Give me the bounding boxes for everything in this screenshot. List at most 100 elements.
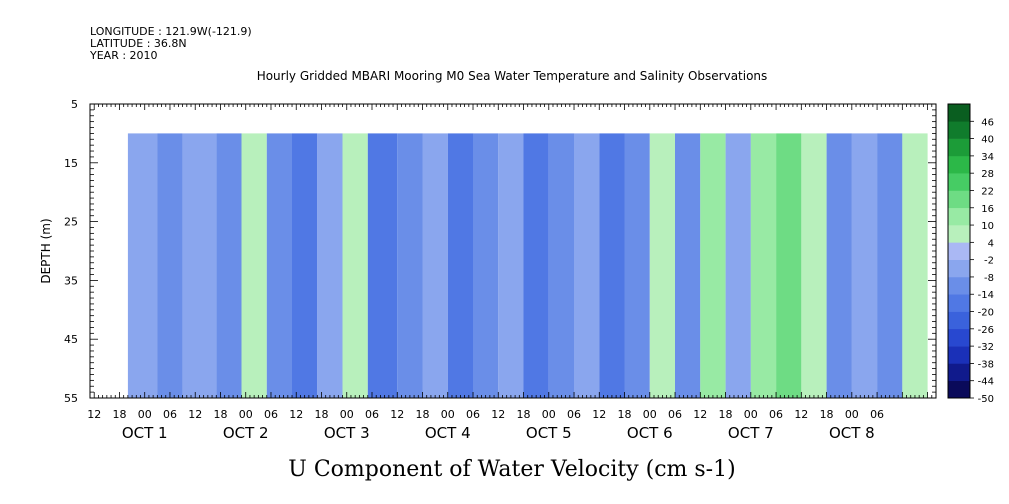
- heatmap-band: [725, 133, 751, 398]
- x-tick-label: 18: [213, 408, 227, 421]
- heatmap-band: [675, 133, 701, 398]
- colorbar-swatch: [948, 225, 970, 243]
- x-tick-label: 12: [390, 408, 404, 421]
- x-tick-label: 06: [870, 408, 884, 421]
- x-date-label: OCT 7: [728, 424, 774, 442]
- x-tick-label: 00: [845, 408, 859, 421]
- x-date-label: OCT 4: [425, 424, 471, 442]
- heatmap-band: [266, 133, 293, 398]
- colorbar-swatch: [948, 294, 970, 312]
- x-date-label: OCT 1: [122, 424, 168, 442]
- colorbar-label: -44: [978, 377, 994, 388]
- heatmap-band: [182, 133, 217, 398]
- x-tick-label: 12: [289, 408, 303, 421]
- y-tick-label: 15: [64, 157, 78, 170]
- x-tick-label: 00: [340, 408, 354, 421]
- heatmap-band: [342, 133, 368, 398]
- x-tick-label: 00: [643, 408, 657, 421]
- heatmap-band: [877, 133, 903, 398]
- x-tick-label: 12: [693, 408, 707, 421]
- colorbar-swatch: [948, 328, 970, 347]
- colorbar-swatch: [948, 121, 970, 139]
- x-tick-label: 06: [466, 408, 480, 421]
- colorbar-label: -2: [984, 256, 994, 267]
- x-tick-labels: 12 18 00 06 12 18 00 06 12 18 00 06 12 18 00 06 12 18 00 06…: [87, 408, 884, 421]
- heatmap-band: [498, 133, 524, 398]
- colorbar-label: -38: [978, 359, 994, 370]
- x-tick-label: 00: [138, 408, 152, 421]
- x-date-label: OCT 6: [627, 424, 673, 442]
- colorbar-swatch: [948, 259, 970, 278]
- x-tick-label: 06: [668, 408, 682, 421]
- y-axis-label: DEPTH (m): [39, 218, 53, 283]
- colorbar-label: 34: [981, 152, 994, 163]
- colorbar-frame: [947, 103, 971, 399]
- x-tick-label: 18: [618, 408, 632, 421]
- x-tick-label: 06: [264, 408, 278, 421]
- colorbar-swatch: [948, 363, 970, 381]
- heatmap-band: [216, 133, 242, 398]
- x-tick-label: 06: [365, 408, 379, 421]
- x-date-label: OCT 8: [829, 424, 875, 442]
- heatmap-band: [447, 133, 474, 398]
- x-axis-label: U Component of Water Velocity (cm s-1): [288, 457, 735, 482]
- colorbar-swatch: [948, 155, 970, 174]
- x-date-labels: OCT 1 OCT 2 OCT 3 OCT 4 OCT 5 OCT 6 OCT 7 OCT 8: [122, 424, 875, 442]
- colorbar-swatch: [948, 173, 970, 191]
- x-tick-label: 00: [542, 408, 556, 421]
- year-label: YEAR : 2010: [89, 49, 158, 62]
- colorbar-swatch: [948, 242, 970, 260]
- heatmap-band: [700, 133, 726, 398]
- colorbar-label: -8: [984, 273, 994, 284]
- x-tick-label: 12: [794, 408, 808, 421]
- y-tick-label: 5: [71, 98, 78, 111]
- heatmap-band: [776, 133, 802, 398]
- heatmap-band: [473, 133, 499, 398]
- heatmap-band: [750, 133, 777, 398]
- colorbar-label: 16: [981, 204, 994, 215]
- colorbar-label: -32: [978, 342, 994, 353]
- heatmap-band: [851, 133, 878, 398]
- y-tick-labels: 5 15 25 35 45 55: [64, 98, 78, 405]
- heatmap-band: [397, 133, 423, 398]
- heatmap-band: [826, 133, 852, 398]
- colorbar-swatch: [948, 311, 970, 330]
- heatmap-band: [127, 133, 158, 398]
- colorbar-swatch: [948, 380, 970, 399]
- heatmap-band: [241, 133, 267, 398]
- colorbar-label: -14: [978, 290, 994, 301]
- colorbar-label: 28: [981, 169, 994, 180]
- x-tick-label: 12: [592, 408, 606, 421]
- heatmap-band: [801, 133, 827, 398]
- heatmap-field: [127, 133, 928, 398]
- latitude-label: LATITUDE : 36.8N: [90, 37, 187, 50]
- x-tick-label: 12: [87, 408, 101, 421]
- heatmap-band: [902, 133, 928, 398]
- y-tick-label: 45: [64, 333, 78, 346]
- x-tick-label: 18: [517, 408, 531, 421]
- chart-title: Hourly Gridded MBARI Mooring M0 Sea Wate…: [257, 69, 768, 83]
- heatmap-band: [367, 133, 398, 398]
- heatmap-band: [548, 133, 575, 398]
- x-tick-label: 12: [188, 408, 202, 421]
- heatmap-band: [292, 133, 318, 398]
- axis-ticks: [89, 103, 937, 399]
- heatmap-band: [422, 133, 448, 398]
- colorbar-label: 10: [981, 221, 994, 232]
- heatmap-band: [599, 133, 625, 398]
- heatmap-band: [317, 133, 343, 398]
- x-date-label: OCT 3: [324, 424, 370, 442]
- colorbar-label: 4: [988, 238, 994, 249]
- x-tick-label: 06: [769, 408, 783, 421]
- y-tick-label: 55: [64, 392, 78, 405]
- colorbar-label: 46: [981, 117, 994, 128]
- heatmap-band: [649, 133, 676, 398]
- heatmap-band: [574, 133, 600, 398]
- colorbar-label: -50: [978, 394, 994, 405]
- heatmap-band: [157, 133, 183, 398]
- heatmap-band: [523, 133, 549, 398]
- colorbar-label: -26: [978, 325, 994, 336]
- colorbar-swatch: [948, 346, 970, 364]
- colorbar-swatch: [948, 104, 970, 122]
